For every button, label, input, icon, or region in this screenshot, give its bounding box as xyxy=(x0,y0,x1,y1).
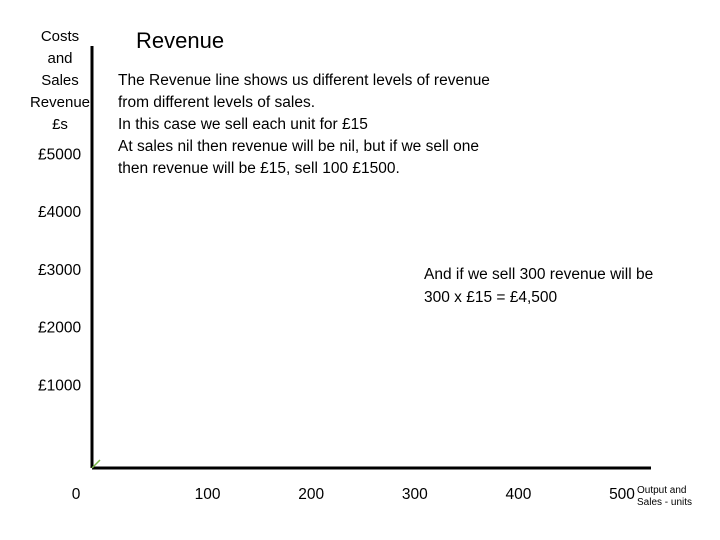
annotation-line: 300 x £15 = £4,500 xyxy=(424,289,558,306)
y-axis-label-line: £s xyxy=(52,116,68,133)
y-axis-label-line: Revenue xyxy=(29,94,91,111)
annotation-line: The Revenue line shows us different leve… xyxy=(118,72,490,89)
x-axis-label-line: Output and xyxy=(637,485,687,496)
annotation-line: And if we sell 300 revenue will be xyxy=(424,266,654,283)
x-tick-label: 100 xyxy=(195,486,221,503)
annotation-line: In this case we sell each unit for £15 xyxy=(118,116,368,133)
y-tick-label: £4000 xyxy=(38,204,81,221)
y-axis-label: Costs and Sales Revenue £s xyxy=(22,26,98,136)
origin-marker xyxy=(91,459,101,469)
y-axis-label-line: Costs xyxy=(40,28,80,45)
chart-title: Revenue xyxy=(136,28,225,53)
y-tick-label: £3000 xyxy=(38,262,81,279)
annotation-line: At sales nil then revenue will be nil, b… xyxy=(118,138,480,155)
annotation-explanation: The Revenue line shows us different leve… xyxy=(118,70,538,180)
x-tick-label: 0 xyxy=(72,486,81,503)
y-tick-label: £5000 xyxy=(38,147,81,164)
x-axis-label: Output and Sales - units xyxy=(637,485,692,509)
y-axis-label-line: and xyxy=(47,50,73,67)
y-tick-label: £1000 xyxy=(38,377,81,394)
annotation-line: then revenue will be £15, sell 100 £1500… xyxy=(118,160,400,177)
x-tick-label: 400 xyxy=(505,486,531,503)
annotation-300-units: And if we sell 300 revenue will be 300 x… xyxy=(424,263,653,309)
y-tick-label: £2000 xyxy=(38,320,81,337)
y-axis-label-line: Sales xyxy=(41,72,79,89)
x-tick-label: 200 xyxy=(298,486,324,503)
x-tick-label: 500 xyxy=(609,486,635,503)
x-axis-label-line: Sales - units xyxy=(637,497,693,508)
x-tick-label: 300 xyxy=(402,486,428,503)
annotation-line: from different levels of sales. xyxy=(118,94,315,111)
